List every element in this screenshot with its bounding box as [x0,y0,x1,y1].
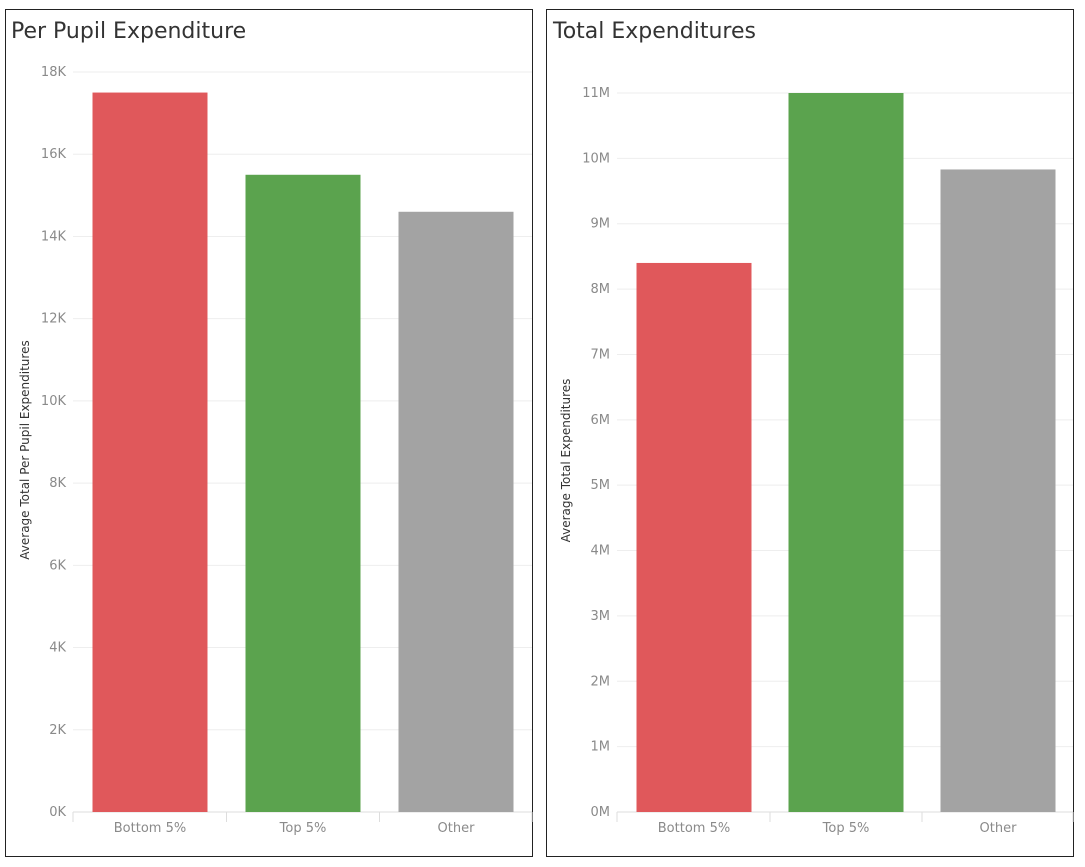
y-tick-label: 7M [591,347,611,362]
y-tick-label: 4M [591,544,611,559]
y-tick-label: 14K [41,229,67,244]
per-pupil-chart: 0K 2K 4K 6K 8K 10K 12K 14K 16K 18K Bottom 5% Top 5%… [18,65,533,836]
total-expenditures-chart: 0M 1M 2M 3M 4M 5M 6M 7M 8M 9M 10M 11M Bottom 5% Top 5… [559,86,1074,836]
y-tick-label: 12K [41,312,67,327]
x-tick-label: Other [980,821,1018,836]
y-tick-label: 6M [591,413,611,428]
y-tick-label: 2K [49,723,66,738]
y-tick-label: 0M [591,805,611,820]
bar-other[interactable] [398,211,514,812]
x-tick-label: Top 5% [822,821,870,836]
y-tick-label: 1M [591,740,611,755]
bar-top-5[interactable] [245,174,361,812]
y-tick-label: 9M [591,217,611,232]
y-axis-label: Average Total Expenditures [559,379,573,543]
y-tick-label: 18K [41,65,67,80]
y-axis-label: Average Total Per Pupil Expenditures [18,340,32,559]
bar-other[interactable] [940,169,1056,812]
bar-top-5[interactable] [788,93,904,812]
x-tick-label: Bottom 5% [114,821,186,836]
y-tick-label: 4K [49,641,66,656]
y-tick-label: 0K [49,805,66,820]
bar-bottom-5[interactable] [636,262,752,812]
x-tick-label: Bottom 5% [658,821,730,836]
y-tick-label: 8K [49,476,66,491]
y-tick-label: 2M [591,674,611,689]
y-tick-label: 6K [49,558,66,573]
total-expenditures-panel: Total Expenditures 0M 1M 2M 3M 4M 5M 6M 7M 8M 9M 1… [546,9,1074,857]
y-tick-label: 16K [41,147,67,162]
x-tick-label: Top 5% [279,821,327,836]
y-tick-label: 3M [591,609,611,624]
y-tick-label: 10K [41,394,67,409]
y-tick-label: 8M [591,282,611,297]
bar-bottom-5[interactable] [92,92,208,813]
x-tick-label: Other [438,821,476,836]
y-tick-label: 10M [582,151,610,166]
chart-title: Total Expenditures [553,19,756,44]
chart-title: Per Pupil Expenditure [11,19,247,44]
y-tick-label: 5M [591,478,611,493]
y-tick-label: 11M [582,86,610,101]
per-pupil-panel: Per Pupil Expenditure 0K 2K 4K 6K 8K 10K 12K 14… [5,9,533,857]
